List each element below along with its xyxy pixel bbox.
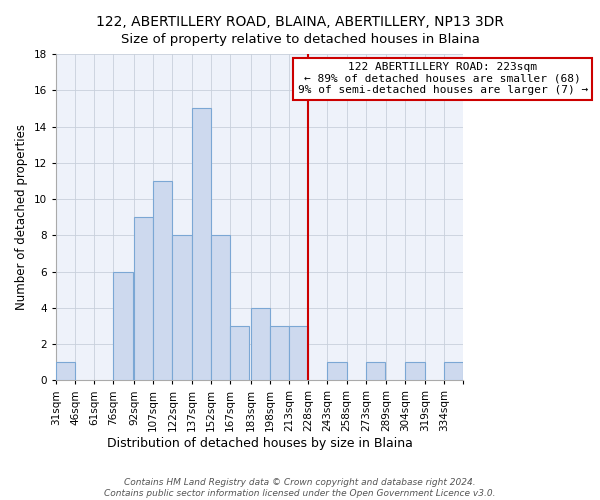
Bar [406, 362, 425, 380]
Bar [113, 272, 133, 380]
Bar [270, 326, 289, 380]
Bar [328, 362, 347, 380]
Bar [251, 308, 270, 380]
Bar [56, 362, 75, 380]
Bar [289, 326, 308, 380]
X-axis label: Distribution of detached houses by size in Blaina: Distribution of detached houses by size … [107, 437, 412, 450]
Bar [172, 236, 191, 380]
Text: 122, ABERTILLERY ROAD, BLAINA, ABERTILLERY, NP13 3DR: 122, ABERTILLERY ROAD, BLAINA, ABERTILLE… [96, 15, 504, 29]
Bar [444, 362, 463, 380]
Bar [191, 108, 211, 380]
Text: Contains HM Land Registry data © Crown copyright and database right 2024.
Contai: Contains HM Land Registry data © Crown c… [104, 478, 496, 498]
Bar [211, 236, 230, 380]
Bar [230, 326, 249, 380]
Text: Size of property relative to detached houses in Blaina: Size of property relative to detached ho… [121, 32, 479, 46]
Text: 122 ABERTILLERY ROAD: 223sqm
← 89% of detached houses are smaller (68)
9% of sem: 122 ABERTILLERY ROAD: 223sqm ← 89% of de… [298, 62, 588, 96]
Bar [134, 217, 153, 380]
Y-axis label: Number of detached properties: Number of detached properties [15, 124, 28, 310]
Bar [366, 362, 385, 380]
Bar [153, 181, 172, 380]
